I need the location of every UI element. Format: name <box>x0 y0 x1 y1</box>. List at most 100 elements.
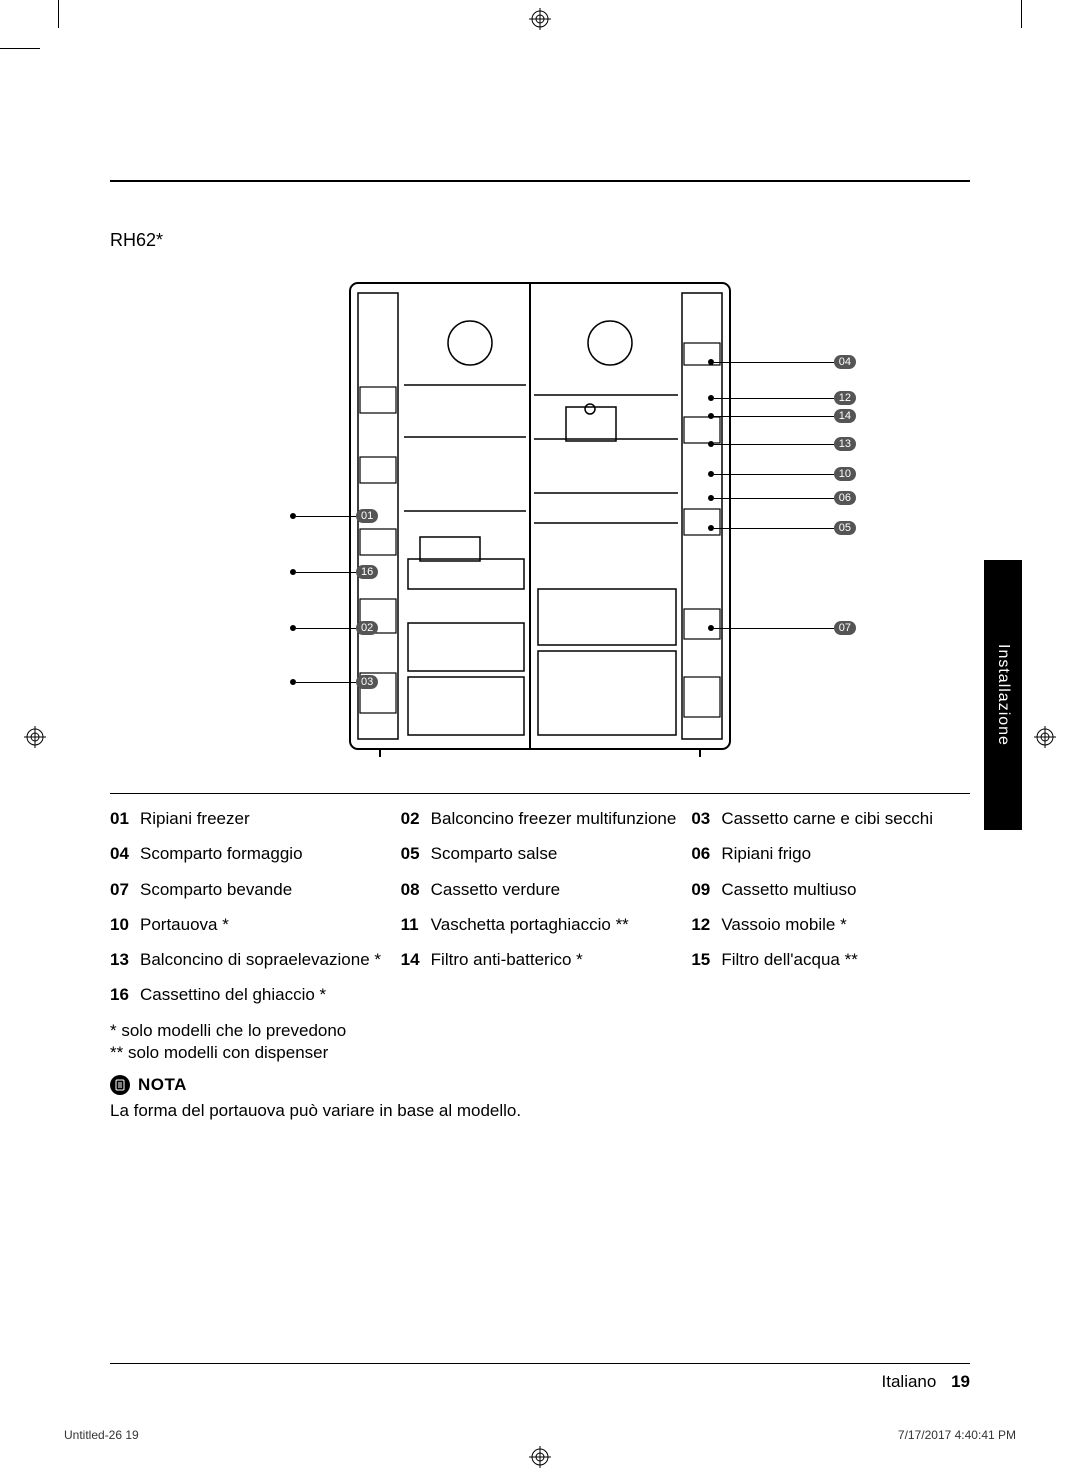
callout-12: 12 <box>708 391 856 405</box>
part-item-10: 10 Portauova * <box>110 914 389 935</box>
callout-06: 06 <box>708 491 856 505</box>
part-item-15: 15 Filtro dell'acqua ** <box>691 949 970 970</box>
callout-line <box>714 362 834 363</box>
callout-bubble: 14 <box>834 409 856 423</box>
callout-bubble: 01 <box>356 509 378 523</box>
callout-bubble: 02 <box>356 621 378 635</box>
callout-13: 13 <box>708 437 856 451</box>
part-label: Cassettino del ghiaccio * <box>140 984 326 1005</box>
part-item-02: 02 Balconcino freezer multifunzione <box>401 808 680 829</box>
callout-line <box>296 682 356 683</box>
part-num: 14 <box>401 949 423 970</box>
part-item-04: 04 Scomparto formaggio <box>110 843 389 864</box>
part-label: Vaschetta portaghiaccio ** <box>431 914 629 935</box>
footer-page: 19 <box>951 1372 970 1391</box>
callout-line <box>296 628 356 629</box>
callout-line <box>714 628 834 629</box>
callout-line <box>296 572 356 573</box>
part-num: 07 <box>110 879 132 900</box>
part-item-01: 01Ripiani freezer <box>110 808 389 829</box>
part-label: Filtro dell'acqua ** <box>721 949 857 970</box>
part-num: 16 <box>110 984 132 1005</box>
part-item-03: 03 Cassetto carne e cibi secchi <box>691 808 970 829</box>
note-icon <box>110 1075 130 1095</box>
part-item-06: 06 Ripiani frigo <box>691 843 970 864</box>
part-num: 01 <box>110 808 132 829</box>
callout-14: 14 <box>708 409 856 423</box>
part-item-14: 14 Filtro anti-batterico * <box>401 949 680 970</box>
part-label: Portauova * <box>140 914 229 935</box>
callout-07: 07 <box>708 621 856 635</box>
footer-rule <box>110 1363 970 1364</box>
part-num: 08 <box>401 879 423 900</box>
registration-mark-left <box>24 726 46 748</box>
model-heading: RH62* <box>110 230 970 251</box>
footnote: ** solo modelli con dispenser <box>110 1042 970 1065</box>
part-label: Balconcino freezer multifunzione <box>431 808 677 829</box>
callout-line <box>296 516 356 517</box>
part-num: 11 <box>401 914 423 935</box>
footer-lang: Italiano <box>882 1372 937 1391</box>
fridge-diagram: 01 16 02 03 04 12 14 13 10 06 05 07 <box>220 277 860 757</box>
callout-bubble: 07 <box>834 621 856 635</box>
callout-bubble: 04 <box>834 355 856 369</box>
part-num: 12 <box>691 914 713 935</box>
crop-mark <box>58 0 59 28</box>
callout-line <box>714 528 834 529</box>
callout-bubble: 05 <box>834 521 856 535</box>
callout-04: 04 <box>708 355 856 369</box>
footnotes: * solo modelli che lo prevedono** solo m… <box>110 1020 970 1066</box>
part-num: 06 <box>691 843 713 864</box>
callout-02: 02 <box>290 621 378 635</box>
part-num: 15 <box>691 949 713 970</box>
callout-line <box>714 416 834 417</box>
crop-mark <box>1021 0 1022 28</box>
note-text: La forma del portauova può variare in ba… <box>110 1101 970 1121</box>
registration-mark-bottom <box>529 1446 551 1468</box>
part-item-13: 13 Balconcino di sopraelevazione * <box>110 949 389 970</box>
callout-line <box>714 474 834 475</box>
callout-bubble: 12 <box>834 391 856 405</box>
part-num: 13 <box>110 949 132 970</box>
note-label: NOTA <box>138 1075 187 1095</box>
callout-line <box>714 398 834 399</box>
part-label: Balconcino di sopraelevazione * <box>140 949 381 970</box>
part-num: 09 <box>691 879 713 900</box>
part-label: Cassetto verdure <box>431 879 560 900</box>
meta-right: 7/17/2017 4:40:41 PM <box>898 1428 1016 1442</box>
part-num: 10 <box>110 914 132 935</box>
part-item-16: 16 Cassettino del ghiaccio * <box>110 984 389 1005</box>
callout-01: 01 <box>290 509 378 523</box>
part-label: Scomparto bevande <box>140 879 292 900</box>
callout-bubble: 16 <box>356 565 378 579</box>
parts-list: 01Ripiani freezer 02 Balconcino freezer mu… <box>110 808 970 1006</box>
part-item-09: 09Cassetto multiuso <box>691 879 970 900</box>
part-label: Vassoio mobile * <box>721 914 846 935</box>
part-num: 03 <box>691 808 713 829</box>
part-num: 04 <box>110 843 132 864</box>
part-label: Filtro anti-batterico * <box>431 949 583 970</box>
callout-10: 10 <box>708 467 856 481</box>
parts-divider <box>110 793 970 794</box>
part-item-08: 08 Cassetto verdure <box>401 879 680 900</box>
callout-03: 03 <box>290 675 378 689</box>
part-label: Ripiani frigo <box>721 843 811 864</box>
note-block: NOTA <box>110 1075 970 1095</box>
top-rule <box>110 180 970 182</box>
section-tab: Installazione <box>984 560 1022 830</box>
part-label: Scomparto formaggio <box>140 843 303 864</box>
callout-bubble: 06 <box>834 491 856 505</box>
part-item-05: 05Scomparto salse <box>401 843 680 864</box>
page-content: RH62* <box>110 180 970 1121</box>
page-footer: Italiano 19 <box>882 1372 970 1392</box>
part-label: Cassetto carne e cibi secchi <box>721 808 933 829</box>
callout-line <box>714 498 834 499</box>
part-label: Scomparto salse <box>431 843 558 864</box>
footnote: * solo modelli che lo prevedono <box>110 1020 970 1043</box>
crop-mark <box>0 48 40 49</box>
part-num: 02 <box>401 808 423 829</box>
meta-left: Untitled-26 19 <box>64 1428 139 1442</box>
callout-16: 16 <box>290 565 378 579</box>
callout-bubble: 13 <box>834 437 856 451</box>
callout-bubble: 03 <box>356 675 378 689</box>
